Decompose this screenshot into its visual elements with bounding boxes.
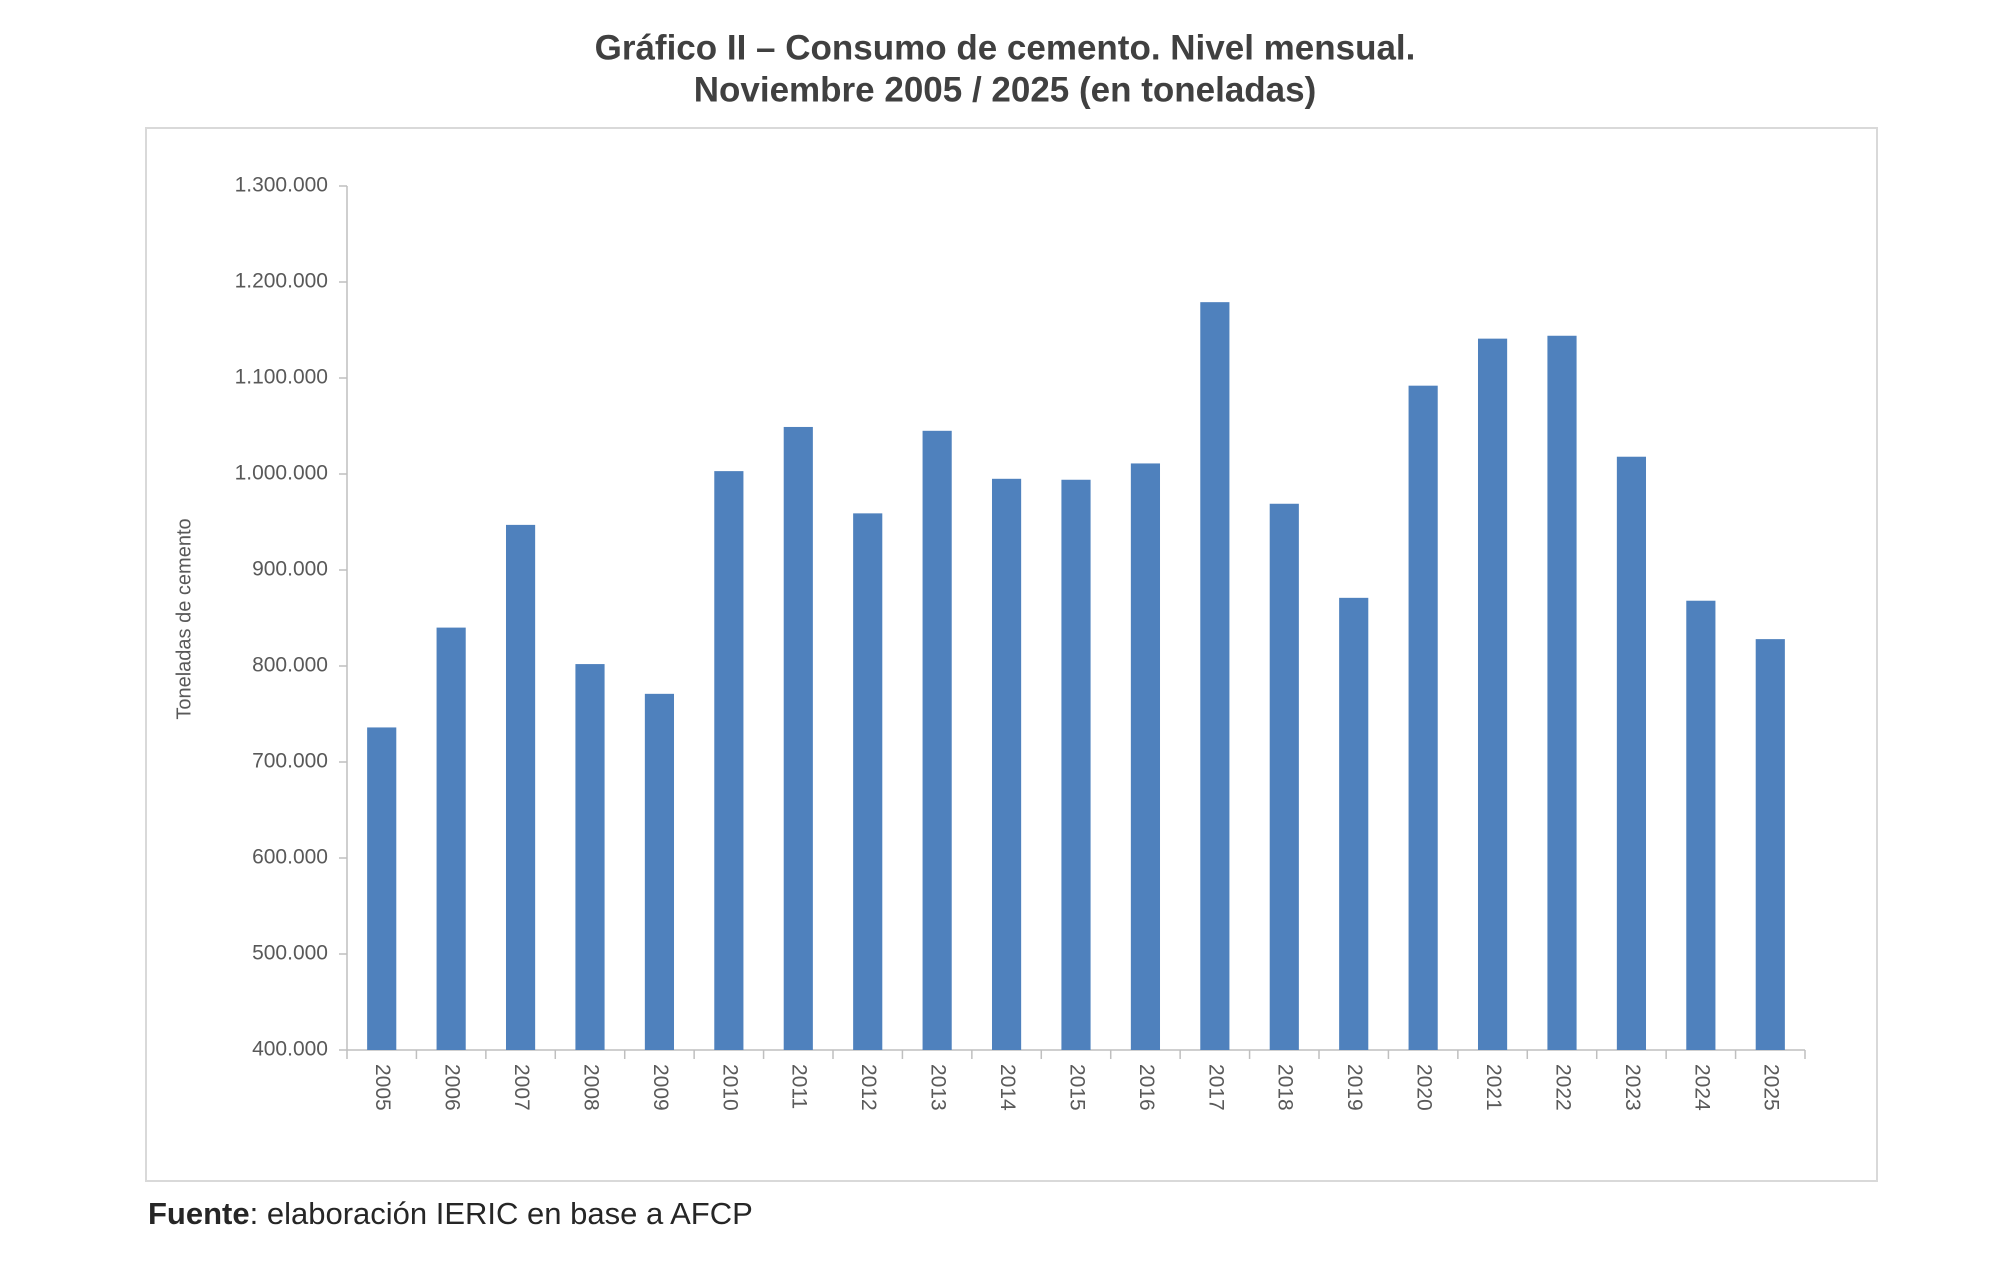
x-tick-label: 2023	[1621, 1064, 1644, 1111]
bar	[1755, 639, 1785, 1050]
x-tick-label: 2012	[857, 1064, 880, 1111]
bar	[505, 524, 536, 1050]
x-tick-label: 2007	[510, 1064, 533, 1111]
x-tick-label: 2022	[1551, 1064, 1574, 1111]
y-tick-label: 1.100.000	[235, 366, 328, 389]
x-tick-label: 2014	[996, 1064, 1019, 1111]
bar	[1477, 338, 1508, 1050]
x-tick-label: 2025	[1760, 1064, 1783, 1111]
x-tick-label: 2018	[1274, 1064, 1297, 1111]
x-tick-label: 2010	[718, 1064, 741, 1111]
x-tick-label: 2006	[441, 1064, 464, 1111]
y-tick-label: 800.000	[252, 654, 328, 677]
bar	[1200, 302, 1230, 1050]
y-tick-label: 1.200.000	[235, 270, 328, 293]
chart-title: Gráfico II – Consumo de cemento. Nivel m…	[595, 28, 1416, 67]
bar	[1408, 385, 1438, 1050]
bar	[1339, 597, 1369, 1050]
y-tick-label: 1.000.000	[235, 462, 328, 485]
bar	[1616, 456, 1647, 1051]
x-tick-label: 2019	[1343, 1064, 1366, 1111]
x-tick-label: 2013	[927, 1064, 950, 1111]
bar	[714, 471, 744, 1050]
x-tick-label: 2005	[371, 1064, 394, 1111]
y-tick-label: 500.000	[252, 942, 328, 965]
source-label: Fuente	[148, 1196, 250, 1231]
bar	[783, 426, 813, 1051]
x-tick-label: 2024	[1690, 1064, 1713, 1111]
x-tick-label: 2020	[1413, 1064, 1436, 1111]
x-tick-label: 2011	[788, 1064, 811, 1109]
bar	[922, 430, 952, 1050]
x-tick-label: 2008	[579, 1064, 602, 1111]
x-tick-label: 2021	[1482, 1064, 1505, 1111]
y-tick-label: 600.000	[252, 846, 328, 869]
bar	[367, 727, 397, 1050]
x-tick-label: 2016	[1135, 1064, 1158, 1111]
y-axis-title: Toneladas de cemento	[173, 518, 195, 719]
bar	[853, 513, 883, 1050]
chart-subtitle: Noviembre 2005 / 2025 (en toneladas)	[694, 70, 1317, 109]
y-tick-label: 700.000	[252, 750, 328, 773]
bar	[644, 693, 675, 1050]
y-tick-label: 1.300.000	[235, 174, 328, 197]
x-tick-label: 2015	[1065, 1064, 1088, 1111]
bar	[575, 664, 605, 1050]
chart-frame	[145, 127, 1878, 1182]
bar	[1269, 503, 1299, 1050]
bar	[1061, 479, 1091, 1050]
x-tick-label: 2017	[1204, 1064, 1227, 1111]
source: Fuente: elaboración IERIC en base a AFCP	[148, 1196, 753, 1231]
bar	[1130, 463, 1161, 1050]
bar	[1547, 335, 1577, 1050]
bar	[1686, 600, 1716, 1050]
bar	[436, 627, 466, 1050]
source-text: : elaboración IERIC en base a AFCP	[250, 1196, 753, 1231]
x-tick-label: 2009	[649, 1064, 672, 1111]
y-tick-label: 900.000	[252, 558, 328, 581]
bar	[991, 478, 1022, 1050]
y-tick-label: 400.000	[252, 1038, 328, 1061]
